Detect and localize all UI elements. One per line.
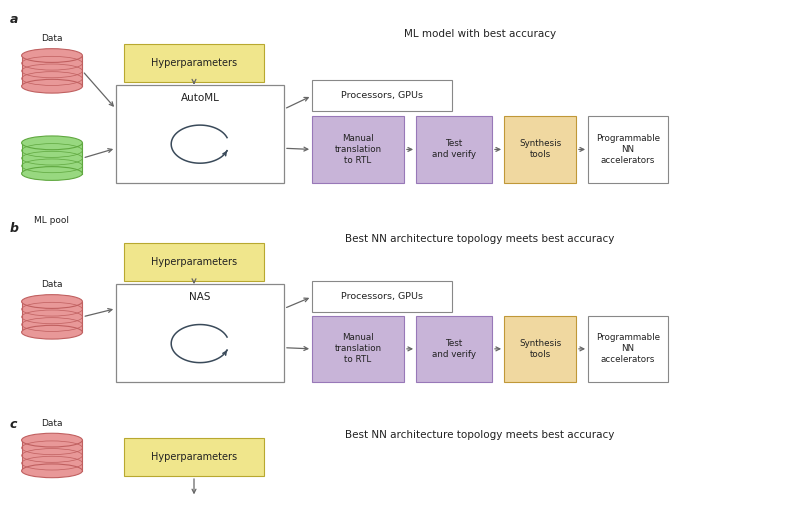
Text: Hyperparameters: Hyperparameters xyxy=(151,58,237,68)
Text: AutoML: AutoML xyxy=(181,93,219,103)
FancyBboxPatch shape xyxy=(312,116,404,183)
Text: a: a xyxy=(10,13,18,26)
Text: c: c xyxy=(10,418,17,431)
Ellipse shape xyxy=(22,167,82,180)
Text: Data: Data xyxy=(42,419,62,428)
FancyBboxPatch shape xyxy=(312,316,404,382)
Text: ML pool: ML pool xyxy=(34,216,70,225)
Text: Processors, GPUs: Processors, GPUs xyxy=(341,292,423,302)
Text: NAS: NAS xyxy=(190,293,210,302)
Text: Best NN architecture topology meets best accuracy: Best NN architecture topology meets best… xyxy=(346,234,614,244)
Text: Test
and verify: Test and verify xyxy=(432,140,476,159)
Text: Processors, GPUs: Processors, GPUs xyxy=(341,91,423,101)
FancyBboxPatch shape xyxy=(124,438,264,476)
FancyBboxPatch shape xyxy=(116,284,284,382)
Text: Manual
translation
to RTL: Manual translation to RTL xyxy=(334,333,382,364)
Text: Manual
translation
to RTL: Manual translation to RTL xyxy=(334,134,382,165)
Text: Synthesis
tools: Synthesis tools xyxy=(519,339,561,359)
FancyBboxPatch shape xyxy=(312,80,452,111)
Text: b: b xyxy=(10,222,18,235)
Ellipse shape xyxy=(22,49,82,62)
FancyBboxPatch shape xyxy=(22,56,82,86)
FancyBboxPatch shape xyxy=(588,116,668,183)
Text: Hyperparameters: Hyperparameters xyxy=(151,452,237,462)
Text: Hyperparameters: Hyperparameters xyxy=(151,258,237,267)
Text: Programmable
NN
accelerators: Programmable NN accelerators xyxy=(596,134,660,165)
Text: Data: Data xyxy=(42,280,62,289)
FancyBboxPatch shape xyxy=(22,143,82,174)
Text: Best NN architecture topology meets best accuracy: Best NN architecture topology meets best… xyxy=(346,430,614,440)
FancyBboxPatch shape xyxy=(416,116,492,183)
FancyBboxPatch shape xyxy=(504,316,576,382)
Ellipse shape xyxy=(22,295,82,308)
Ellipse shape xyxy=(22,136,82,150)
Text: Test
and verify: Test and verify xyxy=(432,339,476,359)
Text: Data: Data xyxy=(42,34,62,43)
Ellipse shape xyxy=(22,433,82,447)
FancyBboxPatch shape xyxy=(116,85,284,183)
Ellipse shape xyxy=(22,464,82,478)
Text: Programmable
NN
accelerators: Programmable NN accelerators xyxy=(596,333,660,364)
FancyBboxPatch shape xyxy=(416,316,492,382)
Text: ML model with best accuracy: ML model with best accuracy xyxy=(404,30,556,39)
FancyBboxPatch shape xyxy=(588,316,668,382)
FancyBboxPatch shape xyxy=(22,302,82,332)
FancyBboxPatch shape xyxy=(312,281,452,312)
FancyBboxPatch shape xyxy=(124,243,264,281)
FancyBboxPatch shape xyxy=(124,44,264,82)
Text: Synthesis
tools: Synthesis tools xyxy=(519,140,561,159)
Ellipse shape xyxy=(22,325,82,339)
FancyBboxPatch shape xyxy=(504,116,576,183)
FancyBboxPatch shape xyxy=(22,440,82,471)
Ellipse shape xyxy=(22,79,82,93)
